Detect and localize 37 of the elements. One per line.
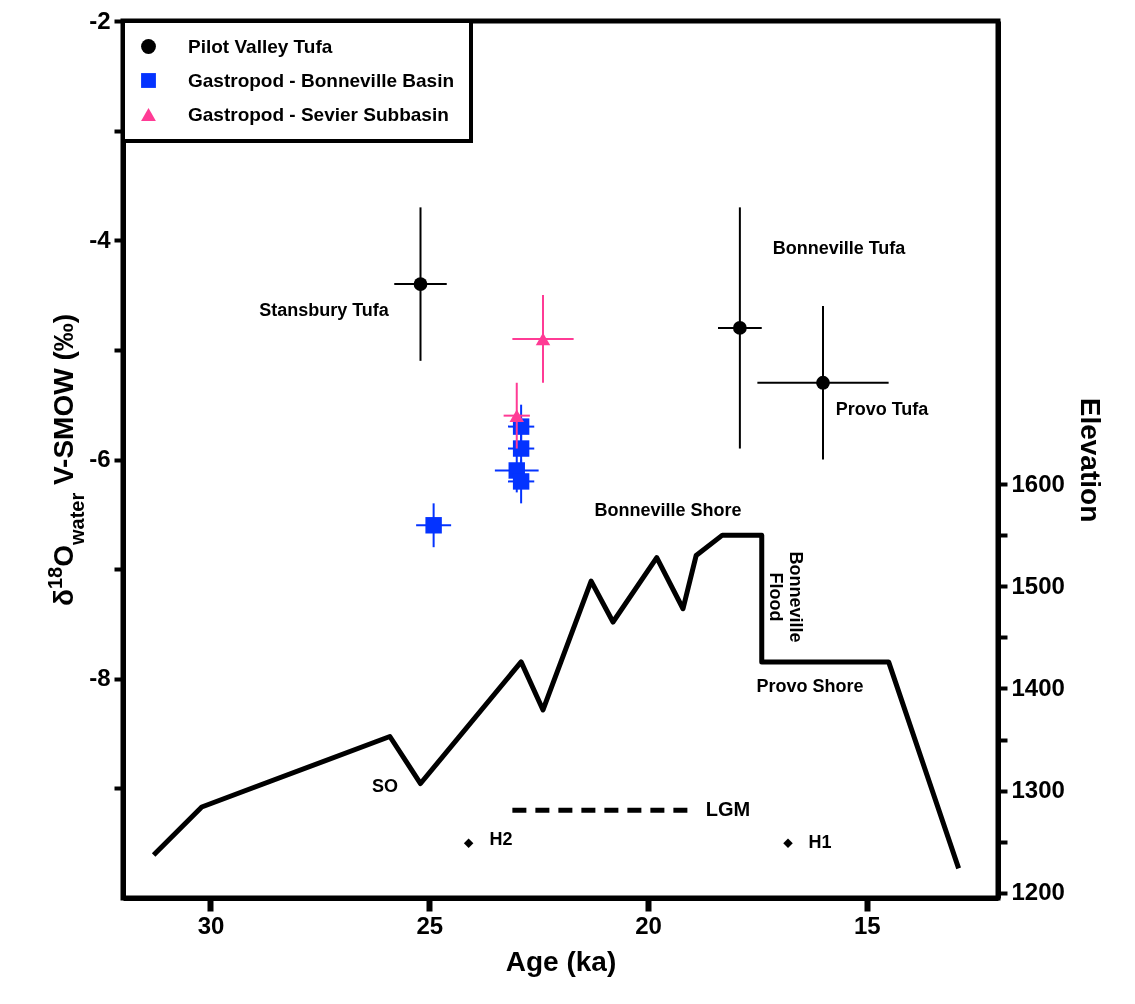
point <box>512 440 530 457</box>
point <box>425 517 442 534</box>
x-tick-label: 15 <box>853 911 881 939</box>
annotation: Bonneville Flood <box>766 551 806 643</box>
series-label: LGM <box>705 798 751 821</box>
x-axis-title: Age (ka) <box>505 945 617 977</box>
annotation: H1 <box>808 832 832 852</box>
legend-label: Gastropod - Bonneville Basin <box>188 69 455 91</box>
point <box>816 375 830 390</box>
point <box>535 332 551 346</box>
annotation: SO <box>371 776 399 796</box>
annotation: Provo Tufa <box>835 399 930 419</box>
annotation: H2 <box>489 829 513 849</box>
point <box>512 473 530 490</box>
y2-tick-label: 1300 <box>1011 776 1065 804</box>
annotation: Provo Shore <box>756 676 864 696</box>
x-tick-label: 25 <box>416 911 444 939</box>
point <box>413 277 428 291</box>
y-tick-label: -2 <box>89 6 111 34</box>
point <box>463 838 474 848</box>
y-tick-label: -8 <box>89 664 111 692</box>
annotation: Bonneville Tufa <box>772 238 907 258</box>
y-tick-label: -6 <box>89 445 111 472</box>
y2-tick-label: 1200 <box>1011 878 1065 906</box>
x-tick-label: 20 <box>635 911 662 939</box>
x-tick-label: 30 <box>197 911 225 939</box>
legend-label: Gastropod - Sevier Subbasin <box>188 103 449 125</box>
y-tick-label: -4 <box>89 225 112 253</box>
point <box>732 321 747 335</box>
y2-tick-label: 1600 <box>1011 469 1065 497</box>
y2-tick-label: 1500 <box>1011 571 1065 599</box>
point <box>509 409 524 422</box>
legend-label: Pilot Valley Tufa <box>188 35 333 57</box>
y2-tick-label: 1400 <box>1011 673 1065 701</box>
y2-axis-title: Elevation <box>1074 397 1106 523</box>
annotation: Bonneville Shore <box>594 500 742 520</box>
annotation: Stansbury Tufa <box>259 300 390 320</box>
